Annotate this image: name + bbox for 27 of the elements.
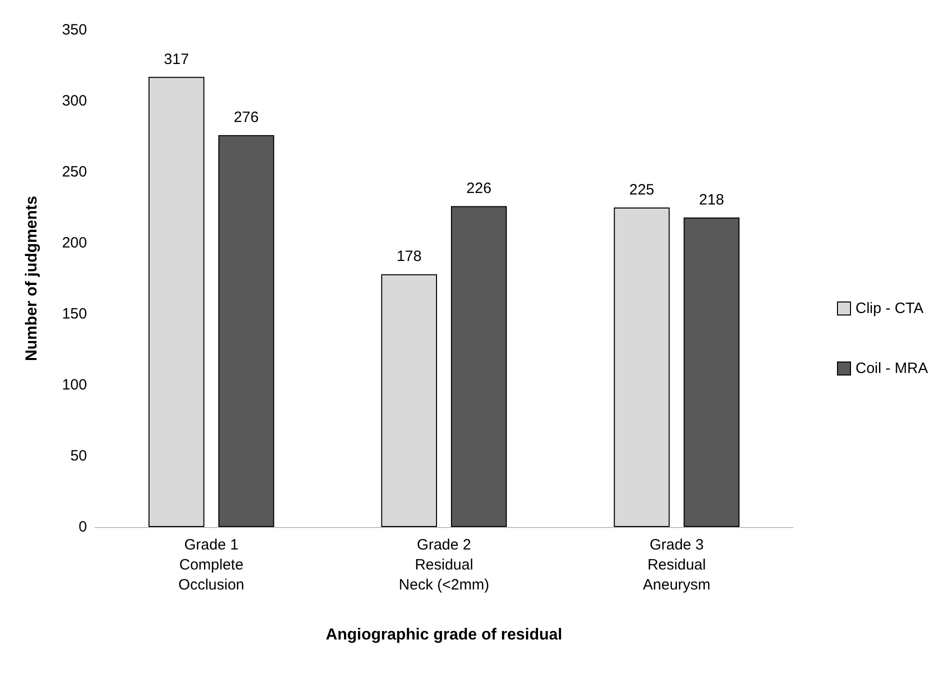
data-label: 226	[466, 180, 492, 198]
bar	[684, 217, 740, 527]
bar	[450, 206, 507, 527]
y-tick-label: 300	[62, 92, 87, 110]
data-label: 225	[629, 182, 654, 198]
data-label: 276	[234, 109, 259, 126]
data-label: 317	[164, 50, 189, 68]
bar	[218, 135, 274, 527]
y-tick-label: 100	[62, 376, 87, 394]
y-tick-label: 50	[70, 448, 87, 464]
x-tick-label: Grade 1 Complete Occlusion	[178, 536, 244, 594]
y-tick-label: 0	[78, 518, 87, 536]
y-tick-label: 250	[62, 164, 87, 180]
y-tick-label: 200	[62, 234, 87, 252]
legend-label: Coil - MRA	[856, 360, 928, 377]
y-tick-label: 350	[62, 22, 87, 38]
y-axis-title: Number of judgments	[24, 196, 40, 362]
x-tick-label: Grade 3 Residual Aneurysm	[642, 536, 710, 594]
x-tick-label: Grade 2 Residual Neck (<2mm)	[398, 536, 490, 594]
bar	[381, 274, 438, 527]
bar	[614, 208, 670, 527]
legend-label: Clip - CTA	[856, 300, 924, 317]
y-tick-label: 150	[62, 306, 87, 322]
data-label: 218	[699, 191, 724, 208]
x-axis-title: Angiographic grade of residual	[326, 626, 562, 644]
bar	[148, 76, 204, 527]
data-label: 178	[396, 248, 422, 266]
